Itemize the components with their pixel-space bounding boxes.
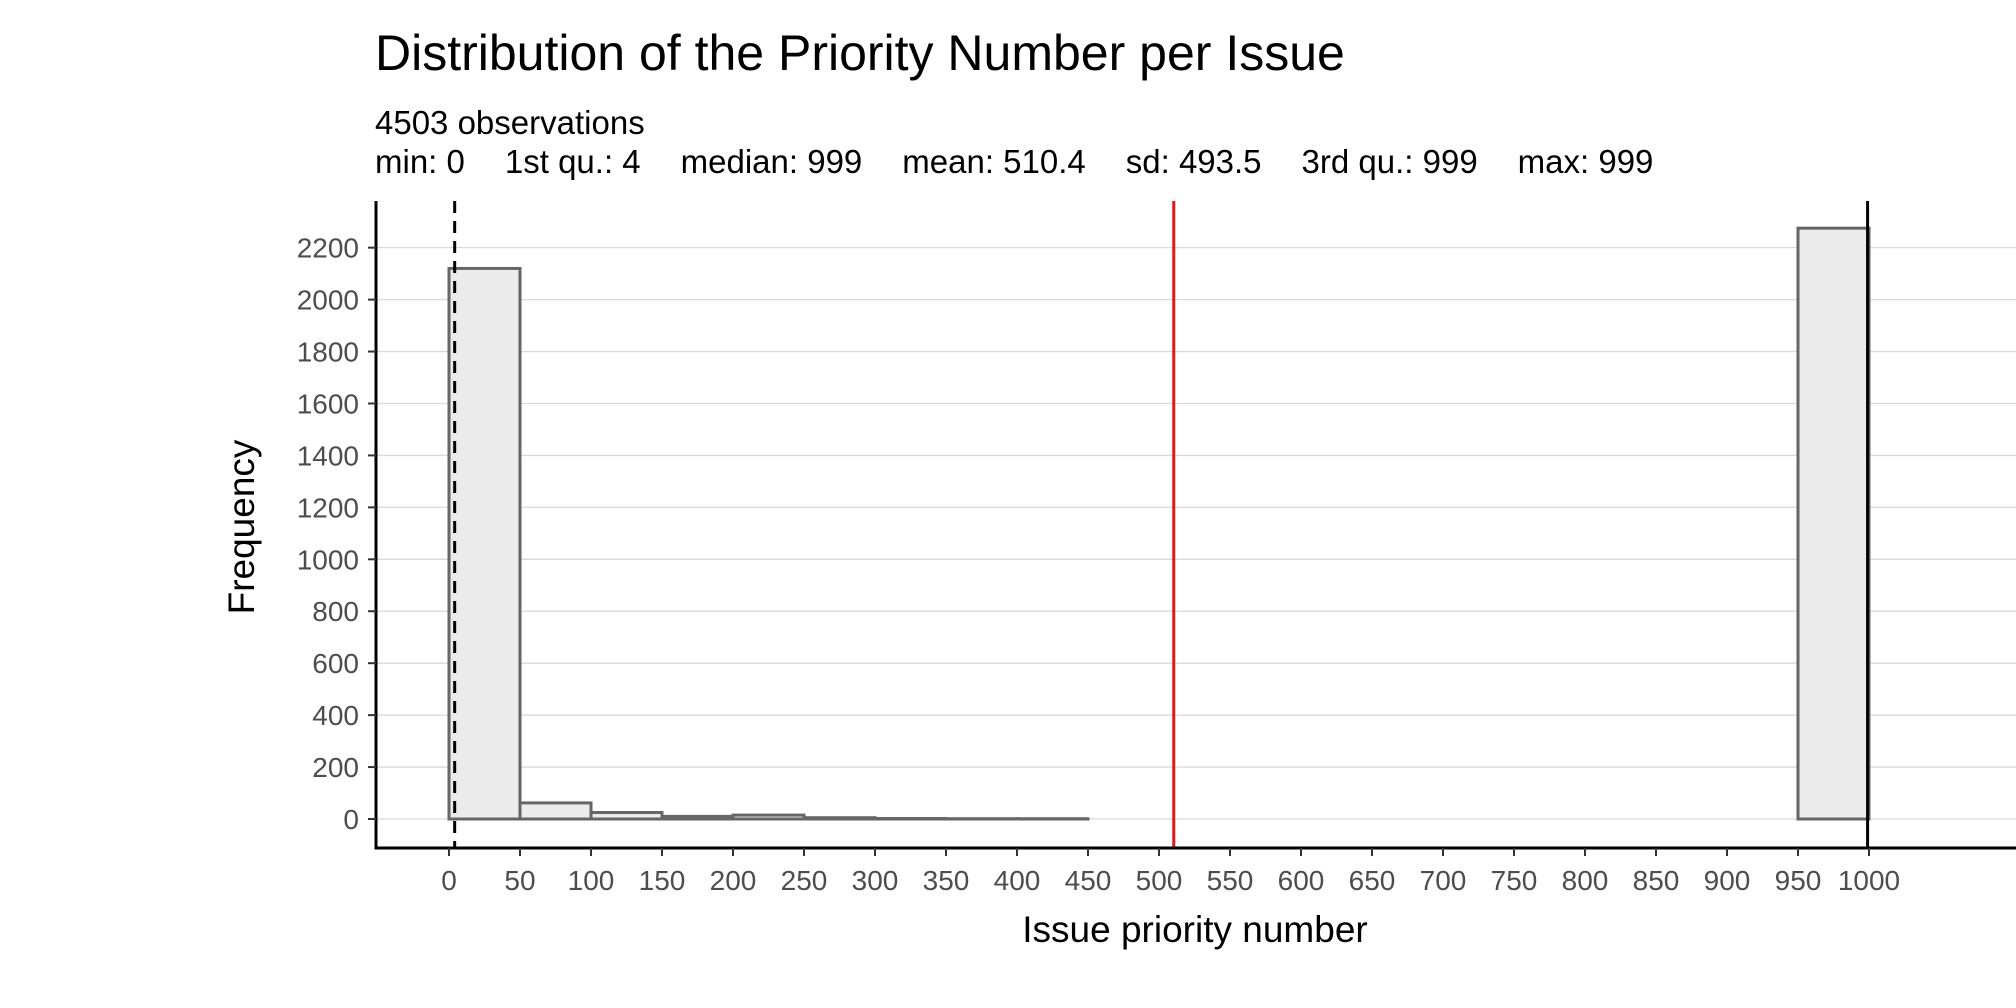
x-axis-title: Issue priority number: [1022, 909, 1367, 950]
x-tick-label: 350: [923, 865, 970, 896]
x-tick-label: 550: [1207, 865, 1254, 896]
y-tick-label: 1600: [297, 388, 359, 419]
chart-title: Distribution of the Priority Number per …: [375, 25, 1345, 81]
histogram-bars: [447, 226, 1871, 821]
y-tick-label: 1400: [297, 440, 359, 471]
y-tick-label: 800: [312, 596, 359, 627]
histogram-bar: [447, 266, 522, 821]
x-tick-label: 800: [1562, 865, 1609, 896]
chart-subtitle: 4503 observations: [375, 104, 645, 141]
stat-item: min: 0: [375, 143, 465, 180]
histogram-bar: [589, 811, 664, 821]
histogram-bar: [1796, 226, 1871, 821]
gridlines: [376, 247, 2016, 820]
stat-item: sd: 493.5: [1125, 143, 1262, 180]
y-axis-title: Frequency: [221, 439, 262, 614]
x-tick-label: 50: [504, 865, 535, 896]
y-tick-label: 1000: [297, 544, 359, 575]
x-tick-label: 650: [1349, 865, 1396, 896]
stat-item: 3rd qu.: 999: [1301, 143, 1478, 180]
x-tick-label: 900: [1704, 865, 1751, 896]
x-tick-label: 850: [1633, 865, 1680, 896]
tick-labels: 0200400600800100012001400160018002000220…: [297, 233, 1900, 896]
y-tick-label: 2200: [297, 233, 359, 264]
x-tick-label: 0: [441, 865, 457, 896]
y-tick-label: 2000: [297, 285, 359, 316]
x-tick-label: 100: [568, 865, 615, 896]
y-tick-label: 400: [312, 700, 359, 731]
x-tick-label: 950: [1775, 865, 1822, 896]
x-tick-label: 250: [781, 865, 828, 896]
histogram-bar: [518, 801, 593, 821]
stat-item: median: 999: [680, 143, 863, 180]
y-tick-label: 1800: [297, 337, 359, 368]
reference-lines: [453, 201, 1870, 848]
y-tick-label: 200: [312, 752, 359, 783]
x-tick-label: 700: [1420, 865, 1467, 896]
x-tick-label: 450: [1065, 865, 1112, 896]
x-tick-label: 400: [994, 865, 1041, 896]
x-tick-label: 750: [1491, 865, 1538, 896]
y-tick-label: 0: [343, 804, 359, 835]
stat-item: 1st qu.: 4: [504, 143, 641, 180]
histogram-bar: [873, 816, 948, 821]
stat-item: mean: 510.4: [902, 143, 1086, 180]
x-tick-label: 600: [1278, 865, 1325, 896]
y-tick-label: 1200: [297, 492, 359, 523]
x-tick-label: 1000: [1838, 865, 1900, 896]
stat-item: max: 999: [1517, 143, 1654, 180]
x-tick-label: 150: [639, 865, 686, 896]
axes: [374, 201, 2016, 850]
x-tick-label: 200: [710, 865, 757, 896]
histogram-bar: [731, 813, 806, 821]
summary-stats: min: 0 1st qu.: 4 median: 999 mean: 510.4 sd…: [375, 143, 1693, 181]
histogram-bar: [660, 814, 735, 821]
y-tick-label: 600: [312, 648, 359, 679]
histogram-bar: [802, 816, 877, 821]
x-tick-label: 500: [1136, 865, 1183, 896]
x-tick-label: 300: [852, 865, 899, 896]
